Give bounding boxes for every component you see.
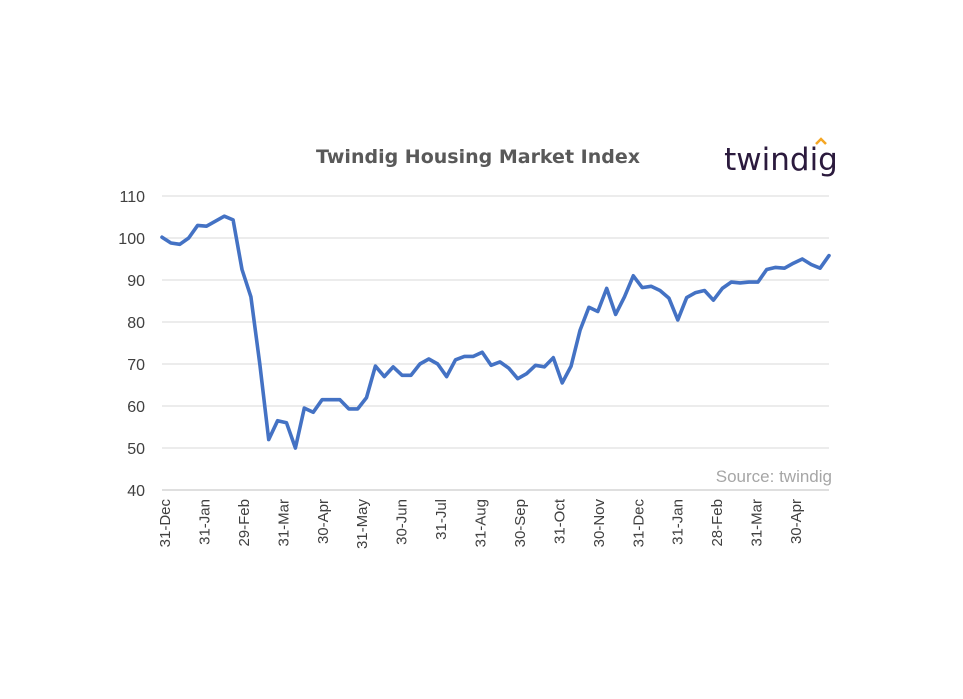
x-tick-label: 31-Oct — [551, 498, 568, 544]
x-tick-label: 31-Mar — [275, 499, 292, 547]
y-tick-label: 90 — [127, 273, 145, 290]
x-tick-label: 30-Apr — [315, 499, 332, 544]
x-tick-label: 28-Feb — [709, 499, 726, 547]
x-tick-label: 31-May — [354, 499, 371, 550]
x-tick-label: 31-Jul — [433, 499, 450, 540]
logo-roof-mark — [815, 137, 827, 145]
twindig-logo: twindig — [724, 137, 838, 178]
logo-text: twindig — [724, 142, 838, 178]
x-tick-label: 31-Dec — [630, 499, 647, 548]
y-tick-label: 60 — [127, 399, 145, 416]
x-tick-label: 30-Jun — [394, 499, 411, 545]
y-tick-label: 80 — [127, 315, 145, 332]
x-tick-label: 31-Dec — [157, 499, 174, 548]
x-tick-label: 31-Jan — [196, 499, 213, 545]
source-note: Source: twindig — [716, 467, 832, 486]
x-tick-label: 31-Mar — [749, 499, 766, 547]
x-tick-label: 31-Aug — [473, 499, 490, 547]
x-tick-label: 30-Sep — [512, 499, 529, 547]
y-tick-label: 70 — [127, 357, 145, 374]
x-tick-label: 29-Feb — [236, 499, 253, 547]
y-axis-ticks: 40 50 60 70 80 90 100 110 — [118, 189, 145, 500]
y-tick-label: 40 — [127, 483, 145, 500]
x-tick-label: 30-Apr — [788, 499, 805, 544]
y-tick-label: 100 — [118, 231, 145, 248]
x-tick-label: 30-Nov — [591, 499, 608, 548]
x-axis-ticks: 31-Dec 31-Jan 29-Feb 31-Mar 30-Apr 31-May 30-J… — [157, 498, 805, 549]
gridlines — [162, 195, 829, 449]
y-tick-label: 50 — [127, 441, 145, 458]
series-line — [160, 214, 831, 450]
y-tick-label: 110 — [119, 189, 145, 206]
x-tick-label: 31-Jan — [670, 499, 687, 545]
chart-title: Twindig Housing Market Index — [316, 146, 640, 168]
